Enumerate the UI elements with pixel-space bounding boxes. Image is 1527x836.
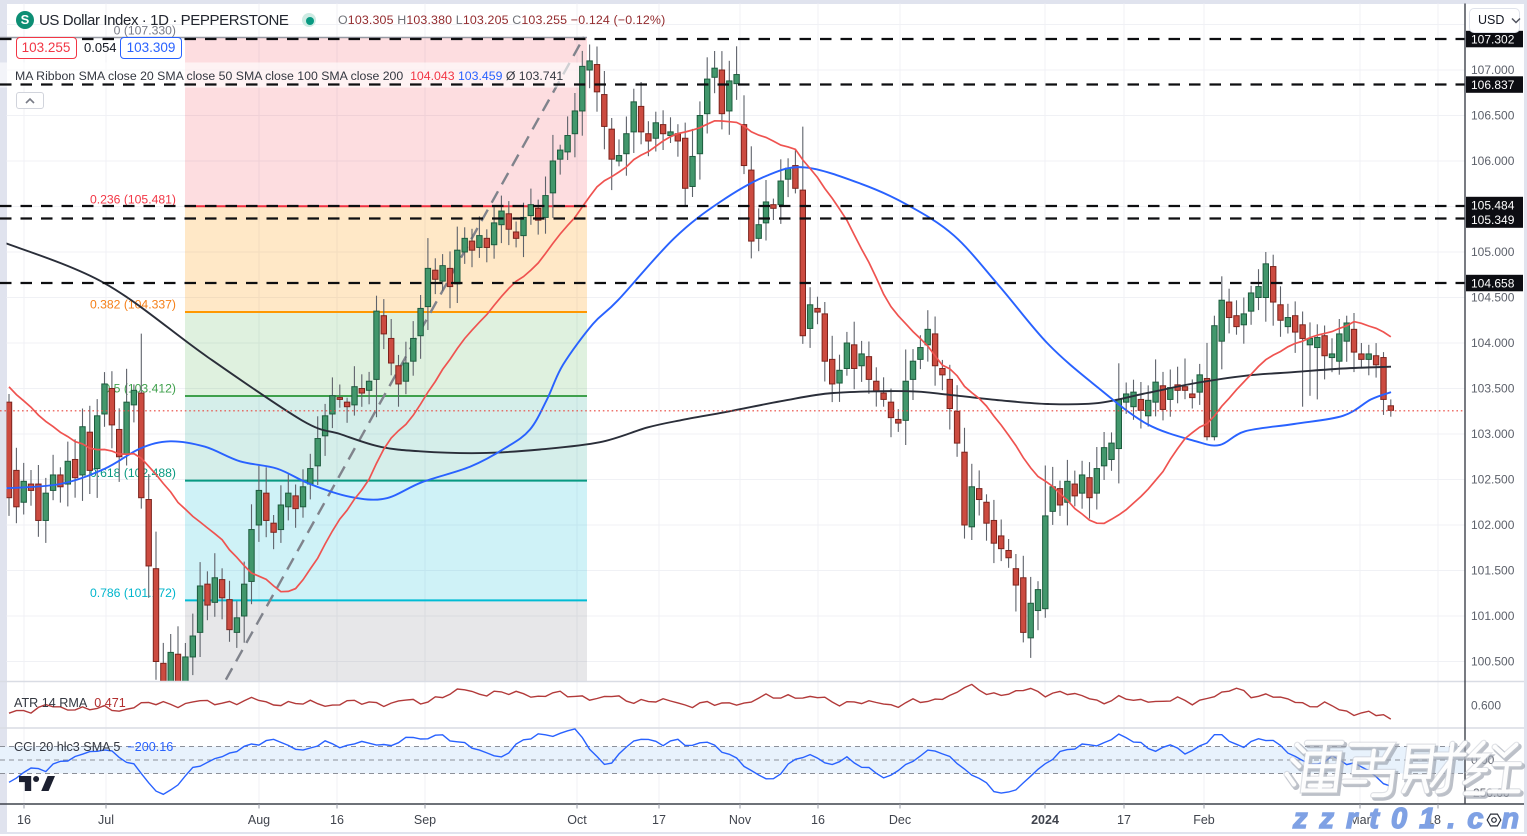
svg-text:102.500: 102.500 <box>1471 473 1515 487</box>
svg-text:105.484: 105.484 <box>1471 198 1515 212</box>
svg-text:104.000: 104.000 <box>1471 336 1515 350</box>
svg-text:16: 16 <box>811 813 825 827</box>
svg-text:107.000: 107.000 <box>1471 63 1515 77</box>
svg-text:105.349: 105.349 <box>1471 213 1515 227</box>
svg-text:16: 16 <box>17 813 31 827</box>
svg-text:0.600: 0.600 <box>1471 699 1501 713</box>
svg-text:0.618 (102.488): 0.618 (102.488) <box>90 466 176 480</box>
svg-text:Oct: Oct <box>567 813 587 827</box>
svg-text:0.236 (105.481): 0.236 (105.481) <box>90 193 176 207</box>
svg-text:2024: 2024 <box>1031 813 1059 827</box>
svg-text:17: 17 <box>652 813 666 827</box>
svg-text:106.000: 106.000 <box>1471 154 1515 168</box>
svg-text:0 (107.330): 0 (107.330) <box>114 24 176 38</box>
svg-text:18: 18 <box>1427 813 1441 827</box>
svg-text:103.500: 103.500 <box>1471 382 1515 396</box>
svg-text:0.5 (103.412): 0.5 (103.412) <box>103 382 176 396</box>
svg-text:105.000: 105.000 <box>1471 245 1515 259</box>
svg-text:Sep: Sep <box>414 813 436 827</box>
svg-text:106.837: 106.837 <box>1471 78 1515 92</box>
svg-text:Feb: Feb <box>1193 813 1215 827</box>
svg-text:16: 16 <box>330 813 344 827</box>
svg-text:Mar: Mar <box>1349 813 1371 827</box>
svg-text:104.658: 104.658 <box>1471 276 1515 290</box>
svg-text:104.500: 104.500 <box>1471 291 1515 305</box>
svg-text:0.382 (104.337): 0.382 (104.337) <box>90 298 176 312</box>
svg-text:Aug: Aug <box>248 813 270 827</box>
svg-text:102.000: 102.000 <box>1471 518 1515 532</box>
svg-text:101.500: 101.500 <box>1471 564 1515 578</box>
svg-text:Dec: Dec <box>889 813 911 827</box>
svg-text:101.000: 101.000 <box>1471 609 1515 623</box>
svg-text:17: 17 <box>1117 813 1131 827</box>
svg-text:0.786 (101.172): 0.786 (101.172) <box>90 586 176 600</box>
svg-text:103.000: 103.000 <box>1471 427 1515 441</box>
svg-text:106.500: 106.500 <box>1471 109 1515 123</box>
svg-text:107.302: 107.302 <box>1471 32 1515 46</box>
svg-text:100.500: 100.500 <box>1471 655 1515 669</box>
svg-text:Jul: Jul <box>98 813 114 827</box>
svg-text:Nov: Nov <box>729 813 752 827</box>
